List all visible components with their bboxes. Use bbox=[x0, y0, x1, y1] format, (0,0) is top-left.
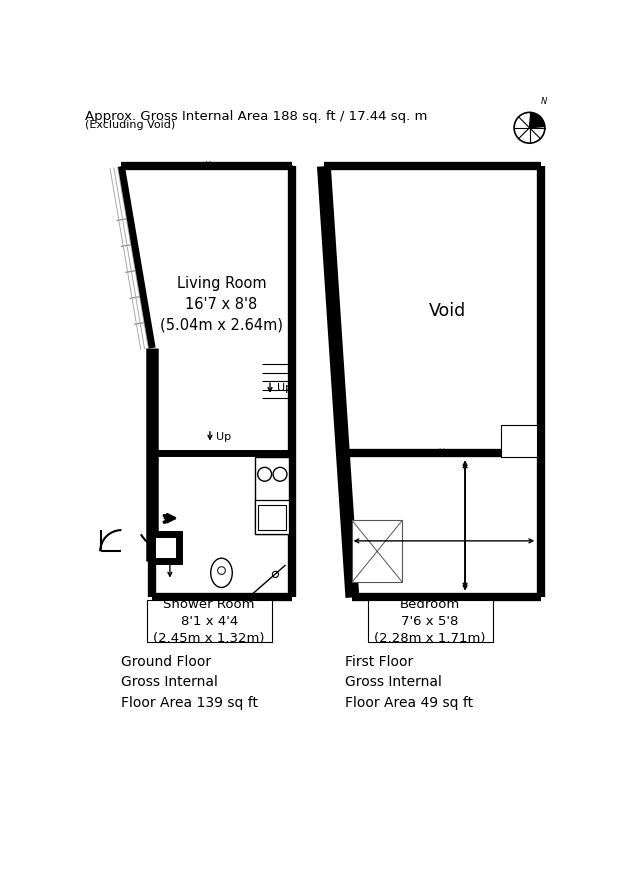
Text: Ground Floor
Gross Internal
Floor Area 139 sq ft: Ground Floor Gross Internal Floor Area 1… bbox=[122, 654, 259, 709]
Bar bbox=[368, 600, 492, 642]
Bar bbox=[147, 600, 272, 642]
Text: Approx. Gross Internal Area 188 sq. ft / 17.44 sq. m: Approx. Gross Internal Area 188 sq. ft /… bbox=[85, 110, 428, 123]
Bar bbox=[258, 506, 286, 531]
Text: Living Room
16'7 x 8'8
(5.04m x 2.64m): Living Room 16'7 x 8'8 (5.04m x 2.64m) bbox=[160, 276, 283, 332]
Bar bbox=[352, 521, 402, 582]
Bar bbox=[501, 425, 537, 458]
Text: Up: Up bbox=[216, 431, 231, 441]
Bar bbox=[255, 500, 290, 535]
Text: Up: Up bbox=[277, 383, 292, 392]
Polygon shape bbox=[529, 114, 544, 128]
Text: Shower Room
8'1 x 4'4
(2.45m x 1.32m): Shower Room 8'1 x 4'4 (2.45m x 1.32m) bbox=[153, 598, 265, 645]
Text: Bedroom
7'6 x 5'8
(2.28m x 1.71m): Bedroom 7'6 x 5'8 (2.28m x 1.71m) bbox=[374, 598, 486, 645]
Text: First Floor
Gross Internal
Floor Area 49 sq ft: First Floor Gross Internal Floor Area 49… bbox=[345, 654, 473, 709]
Text: (Excluding Void): (Excluding Void) bbox=[85, 120, 175, 130]
Text: N: N bbox=[541, 97, 547, 105]
Bar bbox=[255, 458, 290, 535]
Ellipse shape bbox=[211, 558, 232, 587]
Text: Void: Void bbox=[429, 301, 466, 320]
Bar bbox=[152, 535, 179, 562]
